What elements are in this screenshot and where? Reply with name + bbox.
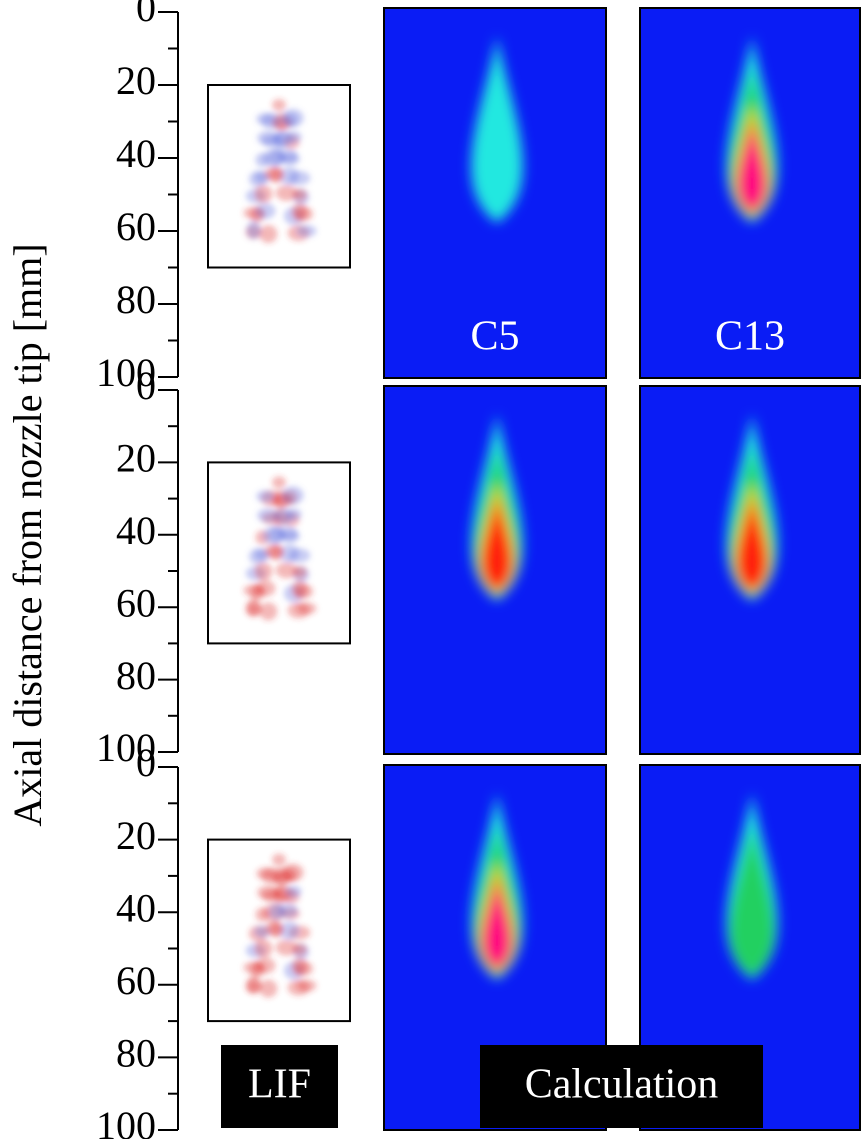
lif-blob (279, 921, 300, 940)
lif-signal (243, 99, 317, 243)
lif-blob (277, 526, 298, 541)
lif-blob (272, 853, 286, 866)
lif-blob (259, 979, 278, 998)
lif-signal (243, 853, 317, 998)
lif-blob (275, 185, 298, 201)
lif-blob (277, 149, 298, 163)
lif-blob (255, 203, 276, 219)
lif-blob (264, 544, 283, 559)
lif-label-box (221, 1045, 338, 1128)
y-tick-label: 0 (136, 363, 156, 408)
flame-layer (483, 883, 511, 968)
lif-blob (281, 109, 304, 127)
lif-blob (264, 167, 283, 181)
y-tick-label: 60 (116, 958, 156, 1003)
flame (471, 414, 523, 601)
lif-blob (255, 957, 276, 974)
c13-label: C13 (715, 314, 785, 360)
lif-blob (264, 921, 283, 936)
lif-blob (259, 602, 278, 621)
y-tick-label: 40 (116, 131, 156, 176)
lif-blob (275, 939, 298, 956)
flame (726, 414, 778, 601)
lif-blob (296, 602, 317, 615)
lif-blob (281, 486, 304, 505)
y-tick-label: 20 (116, 436, 156, 481)
lif-blob (272, 99, 286, 111)
lif-blob (256, 490, 275, 503)
lif-blob (285, 508, 302, 521)
lif-label: LIF (248, 1062, 311, 1108)
lif-blob (272, 476, 286, 489)
lif-blob (296, 225, 317, 237)
lif-blob (291, 957, 308, 976)
lif-blob (246, 598, 261, 617)
lif-blob (259, 225, 278, 243)
lif-blob (275, 562, 298, 579)
flame-layer (736, 496, 768, 592)
lif-signal (243, 476, 317, 621)
lif-blob (257, 131, 280, 145)
lif-blob (291, 203, 308, 221)
y-tick-label: 20 (116, 58, 156, 103)
flame-layer (481, 496, 513, 592)
y-tick-label: 40 (116, 885, 156, 930)
lif-blob (246, 975, 261, 994)
y-tick-label: 20 (116, 813, 156, 858)
lif-blob (256, 867, 275, 880)
y-tick-label: 100 (96, 350, 156, 395)
flame (726, 793, 778, 980)
lif-blob (256, 113, 275, 125)
lif-blob (291, 580, 308, 599)
lif-blob (254, 562, 273, 581)
lif-blob (254, 185, 273, 203)
y-tick-label: 100 (96, 1103, 156, 1139)
lif-blob (279, 167, 300, 185)
flame (471, 793, 523, 980)
axis-label: Axial distance from nozzle tip [mm] (5, 243, 50, 826)
lif-blob (257, 508, 280, 523)
lif-blob (277, 903, 298, 918)
lif-blob (281, 863, 304, 882)
y-tick-label: 80 (116, 277, 156, 322)
lif-blob (257, 885, 280, 900)
flame (471, 36, 523, 223)
lif-blob (285, 131, 302, 143)
flame-layer (471, 36, 523, 223)
lif-blob (285, 885, 302, 898)
lif-blob (296, 979, 317, 992)
calculation-label: Calculation (525, 1062, 719, 1108)
lif-blob (279, 544, 300, 563)
y-tick-label: 80 (116, 1031, 156, 1076)
y-tick-label: 60 (116, 204, 156, 249)
calculation-label-box (480, 1045, 763, 1128)
y-tick-label: 60 (116, 580, 156, 625)
y-tick-label: 0 (136, 0, 156, 30)
flame-layer (738, 126, 766, 211)
flame-layer (729, 825, 775, 977)
lif-blob (255, 580, 276, 597)
y-tick-label: 100 (96, 725, 156, 770)
lif-blob (246, 221, 261, 239)
y-tick-label: 80 (116, 653, 156, 698)
lif-blob (254, 939, 273, 958)
y-tick-label: 40 (116, 508, 156, 553)
y-tick-label: 0 (136, 740, 156, 785)
flame (726, 36, 778, 223)
c5-label: C5 (470, 314, 519, 360)
